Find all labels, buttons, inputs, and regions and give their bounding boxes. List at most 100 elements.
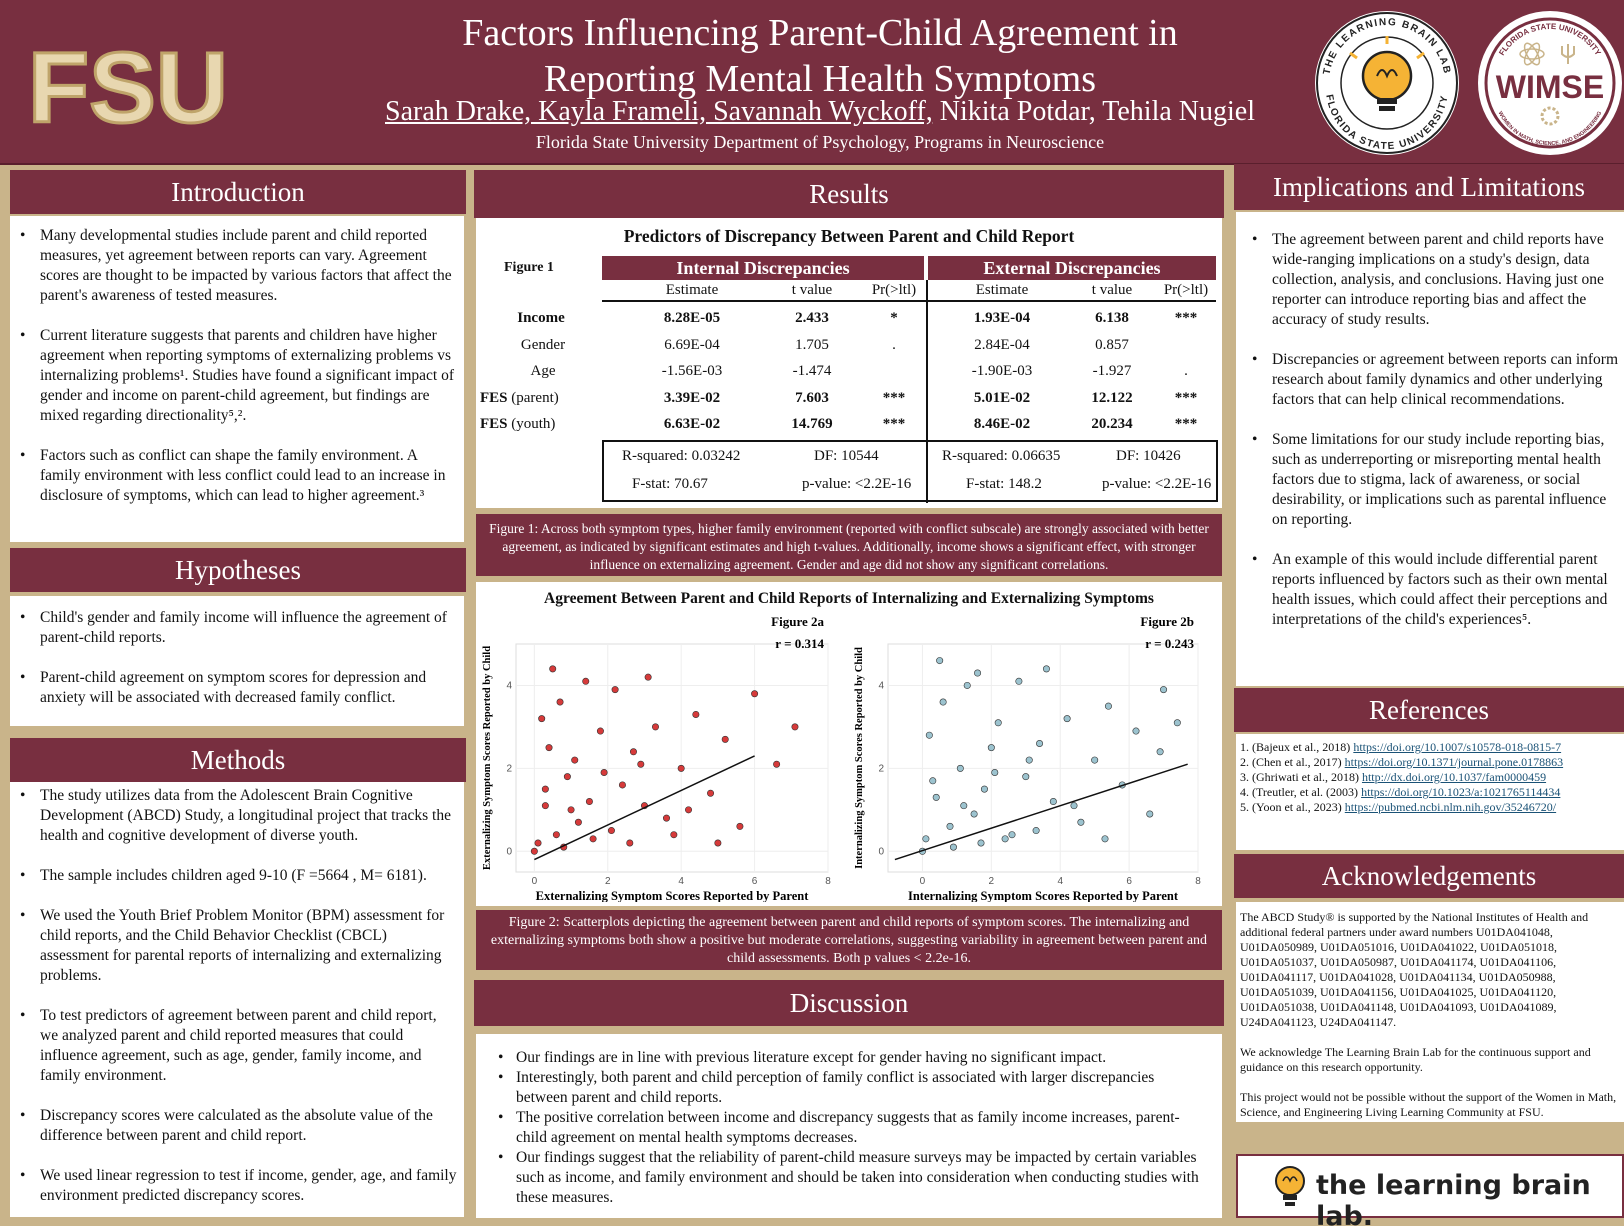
data-point — [1015, 677, 1023, 685]
data-point — [1156, 748, 1164, 756]
data-point — [977, 839, 985, 847]
data-point — [574, 818, 582, 826]
table-cell: 7.603 — [795, 389, 829, 406]
data-point — [736, 822, 744, 830]
reference-citation: (Bajeux et al., 2018) — [1252, 740, 1354, 754]
methods-panel: The study utilizes data from the Adolesc… — [10, 782, 464, 1217]
reference-link[interactable]: https://doi.org/10.1023/a:1021765114434 — [1361, 785, 1561, 799]
acknowledgements-panel: The ABCD Study® is supported by the Nati… — [1236, 902, 1624, 1122]
scatter-plot-2b: 0 2 4 6 8 0 2 4 Figure 2b r = 0.243 Internalizing … — [854, 614, 1201, 902]
results-heading-text: Results — [809, 179, 889, 209]
data-point — [922, 835, 930, 843]
reference-link[interactable]: https://doi.org/10.1007/s10578-018-0815-… — [1353, 740, 1562, 754]
ack-paragraph: We acknowledge The Learning Brain Lab fo… — [1240, 1045, 1591, 1074]
scatter-plot-2a: 0 2 4 6 8 0 2 4 Figure 2a r = 0.314 Externalizing … — [482, 614, 831, 902]
table-row: Age -1.56E-03 -1.474 -1.90E-03 -1.927. — [476, 359, 1222, 385]
list-item: Child's gender and family income will in… — [16, 608, 458, 648]
fsu-logo: FSU — [28, 36, 228, 136]
col-p-int: Pr(>ltl) — [871, 282, 917, 298]
discussion-panel: Our findings are in line with previous l… — [476, 1034, 1222, 1218]
acknowledgements-heading-text: Acknowledgements — [1321, 861, 1537, 891]
table-cell: * — [890, 310, 898, 326]
reference-link[interactable]: http://dx.doi.org/10.1037/fam0000459 — [1361, 770, 1547, 784]
table-cell: 1.93E-04 — [973, 310, 1031, 326]
row-label: Income — [517, 310, 565, 326]
title-line-1: Factors Influencing Parent-Child Agreeme… — [462, 12, 1178, 54]
data-point — [1001, 835, 1009, 843]
data-point — [600, 769, 608, 777]
data-point — [541, 802, 549, 810]
data-point — [1049, 798, 1057, 806]
reference-item: 5. (Yoon et al., 2023) https://pubmed.nc… — [1240, 800, 1624, 815]
data-point — [956, 764, 964, 772]
data-point — [994, 719, 1002, 727]
data-point — [974, 669, 982, 677]
table-divider — [926, 280, 928, 503]
table-cell: -1.90E-03 — [971, 363, 1033, 379]
reference-number: 3. — [1240, 770, 1252, 784]
col-estimate-ext: Estimate — [975, 282, 1029, 298]
hypotheses-heading: Hypotheses — [10, 548, 466, 592]
plot-area — [887, 643, 1199, 873]
data-point — [545, 744, 553, 752]
list-item: Some limitations for our study include r… — [1248, 430, 1624, 530]
scatter-title: Agreement Between Parent and Child Repor… — [544, 590, 1154, 607]
table-cell: 1.705 — [795, 336, 829, 353]
table-row: FES (parent) 3.39E-02 7.603 *** 5.01E-02 12.1… — [476, 386, 1222, 412]
reference-item: 4. (Treutler, et al. (2003) https://doi.… — [1240, 785, 1624, 800]
list-item: Our findings suggest that the reliabilit… — [492, 1148, 1206, 1208]
data-point — [549, 665, 557, 673]
reference-link[interactable]: https://doi.org/10.1371/journal.pone.017… — [1344, 755, 1564, 769]
list-item: Parent-child agreement on symptom scores… — [16, 668, 458, 708]
data-point — [925, 731, 933, 739]
lightbulb-icon — [1349, 36, 1425, 111]
trident-icon — [1561, 44, 1575, 64]
model-stats-box: R-squared: 0.03242 DF: 10544 F-stat: 70.… — [602, 440, 1218, 502]
implications-list: The agreement between parent and child r… — [1248, 230, 1624, 630]
fsu-logo-text: FSU — [28, 36, 228, 136]
table-row: Gender 6.69E-04 1.705. 2.84E-04 0.857 — [476, 333, 1222, 359]
table-cell: 14.769 — [791, 416, 833, 432]
column-header-row: Estimate t value Pr(>ltl) Estimate t val… — [602, 280, 1216, 302]
trend-line — [894, 763, 1188, 861]
table-cell: 3.39E-02 — [663, 389, 721, 406]
list-item: The agreement between parent and child r… — [1248, 230, 1624, 330]
table-cell: -1.56E-03 — [661, 363, 723, 379]
row-label: FES (youth) — [480, 416, 556, 432]
table-cell: *** — [1174, 416, 1198, 432]
hypotheses-list: Child's gender and family income will in… — [16, 608, 458, 708]
introduction-list: Many developmental studies include paren… — [16, 226, 458, 506]
table-cell: . — [892, 336, 896, 353]
figure-1-label: Figure 1 — [504, 260, 554, 275]
data-point — [1042, 665, 1050, 673]
data-point — [607, 827, 615, 835]
affiliation: Florida State University Department of P… — [535, 132, 1105, 152]
data-point — [677, 764, 685, 772]
correlation-label: r = 0.243 — [1145, 636, 1194, 651]
reference-number: 2. — [1240, 755, 1252, 769]
list-item: The study utilizes data from the Adolesc… — [16, 786, 458, 846]
data-point — [1146, 810, 1154, 818]
col-estimate-int: Estimate — [665, 282, 719, 298]
data-point — [1063, 715, 1071, 723]
discussion-heading-text: Discussion — [789, 988, 909, 1018]
data-point — [1022, 773, 1030, 781]
int-rsq: R-squared: 0.03242 — [622, 448, 741, 464]
data-point — [596, 727, 604, 735]
figure-label: Figure 2b — [1140, 614, 1194, 629]
x-tick-label: 8 — [1195, 876, 1201, 887]
scatter-panel: Agreement Between Parent and Child Repor… — [476, 582, 1222, 906]
list-item: An example of this would include differe… — [1248, 550, 1624, 630]
table-cell: *** — [882, 389, 906, 406]
plot-area — [515, 643, 829, 873]
reference-link[interactable]: https://pubmed.ncbi.nlm.nih.gov/35246720… — [1344, 800, 1557, 814]
table-cell: 8.28E-05 — [663, 310, 721, 326]
reference-item: 3. (Ghriwati et al., 2018) http://dx.doi… — [1240, 770, 1624, 785]
x-tick-label: 2 — [605, 876, 611, 887]
data-point — [637, 760, 645, 768]
results-heading: Results — [474, 170, 1224, 218]
correlation-label: r = 0.314 — [775, 636, 824, 651]
x-tick-label: 6 — [752, 876, 758, 887]
y-tick-label: 0 — [506, 846, 512, 857]
learning-brain-lab-logo: the learning brain lab. — [1236, 1154, 1624, 1226]
